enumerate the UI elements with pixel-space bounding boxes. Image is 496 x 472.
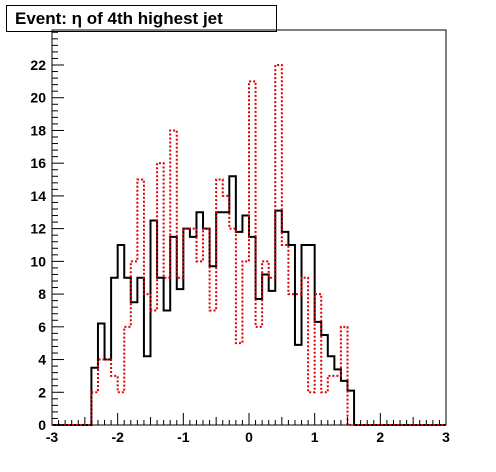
histogram-series-1: [52, 175, 446, 426]
y-tick-label: 22: [30, 57, 46, 73]
y-tick-label: 6: [38, 319, 46, 335]
y-tick-label: 12: [30, 221, 46, 237]
y-tick-label: 4: [38, 352, 46, 368]
x-tick-label: -2: [111, 429, 124, 445]
x-tick-label: 0: [245, 429, 253, 445]
y-tick-label: 18: [30, 122, 46, 138]
x-tick-label: -1: [177, 429, 190, 445]
y-tick-label: 0: [38, 417, 46, 433]
y-tick-label: 20: [30, 90, 46, 106]
y-tick-label: 2: [38, 384, 46, 400]
y-tick-label: 16: [30, 155, 46, 171]
chart-title: Event: η of 4th highest jet: [6, 5, 277, 32]
histogram-series-2: [52, 64, 446, 426]
x-tick-label: 1: [311, 429, 319, 445]
y-tick-label: 14: [30, 188, 46, 204]
x-tick-label: -3: [46, 429, 59, 445]
x-tick-label: 3: [442, 429, 450, 445]
x-tick-label: 2: [376, 429, 384, 445]
y-tick-label: 8: [38, 286, 46, 302]
y-tick-label: 10: [30, 253, 46, 269]
